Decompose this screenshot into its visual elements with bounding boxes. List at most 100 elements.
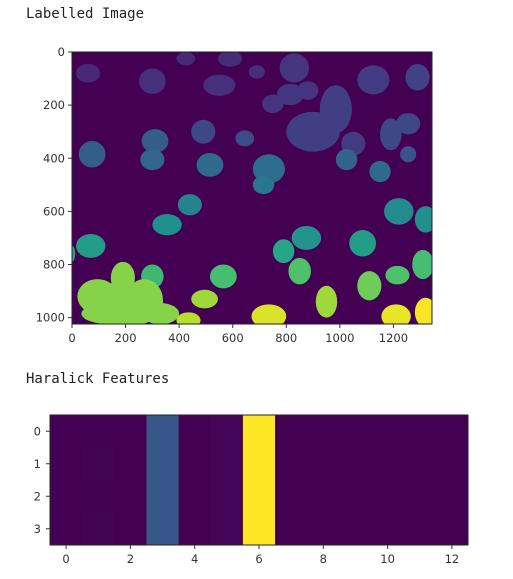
feature-cell: [436, 415, 469, 448]
labelled-region: [357, 65, 389, 94]
labelled-region: [336, 149, 357, 170]
feature-cell: [146, 448, 179, 481]
x-tick-label: 10: [380, 552, 395, 566]
y-tick-label: 0: [34, 424, 41, 438]
x-tick-label: 2: [127, 552, 134, 566]
feature-cell: [436, 480, 469, 513]
labelled-region: [249, 65, 265, 78]
haralick-features-cells: [50, 415, 469, 546]
x-tick-label: 800: [275, 331, 297, 345]
labelled-region: [218, 51, 242, 67]
labelled-region: [191, 290, 218, 309]
labelled-region: [197, 153, 224, 177]
feature-cell: [50, 415, 83, 448]
y-tick-label: 2: [34, 489, 41, 503]
labelled-image-plot: 0 200 400 600 800 1000 1200 0 200 400 600 800 1000: [36, 45, 437, 345]
labelled-region: [405, 64, 429, 91]
feature-cell: [404, 513, 437, 546]
feature-cell: [146, 513, 179, 546]
labelled-region: [253, 176, 274, 195]
labelled-region: [176, 312, 200, 328]
feature-cell: [243, 448, 276, 481]
feature-cell: [146, 480, 179, 513]
labelled-region: [140, 149, 164, 170]
x-tick-label: 4: [191, 552, 198, 566]
feature-cell: [179, 448, 212, 481]
feature-cell: [50, 480, 83, 513]
feature-cell: [307, 480, 340, 513]
feature-cell: [275, 415, 308, 448]
feature-cell: [404, 480, 437, 513]
labelled-image-x-axis: 0 200 400 600 800 1000 1200: [68, 324, 408, 345]
haralick-features-y-axis: 0 1 2 3: [34, 424, 50, 536]
feature-cell: [211, 480, 244, 513]
feature-cell: [372, 513, 405, 546]
feature-cell: [339, 513, 372, 546]
feature-cell: [114, 415, 147, 448]
feature-cell: [114, 448, 147, 481]
labelled-region: [349, 230, 376, 257]
feature-cell: [307, 513, 340, 546]
feature-cell: [275, 513, 308, 546]
x-tick-label: 6: [255, 552, 262, 566]
feature-cell: [372, 480, 405, 513]
feature-cell: [339, 415, 372, 448]
feature-cell: [211, 513, 244, 546]
labelled-region: [381, 304, 410, 328]
labelled-region: [273, 239, 294, 263]
labelled-region: [288, 258, 311, 285]
labelled-region: [178, 194, 202, 215]
labelled-region: [385, 266, 409, 285]
labelled-region: [280, 53, 309, 82]
labelled-region: [297, 81, 318, 100]
feature-cell: [82, 448, 115, 481]
x-tick-label: 12: [445, 552, 460, 566]
labelled-region: [412, 250, 433, 279]
labelled-region: [210, 265, 237, 289]
feature-cell: [243, 513, 276, 546]
feature-cell: [372, 448, 405, 481]
x-tick-label: 0: [62, 552, 69, 566]
labelled-region: [400, 146, 416, 162]
feature-cell: [179, 415, 212, 448]
feature-cell: [211, 448, 244, 481]
y-tick-label: 3: [34, 522, 41, 536]
feature-cell: [82, 480, 115, 513]
feature-cell: [50, 513, 83, 546]
labelled-region: [76, 234, 105, 258]
labelled-region: [235, 130, 254, 146]
labelled-region: [292, 226, 321, 250]
labelled-region: [251, 304, 286, 328]
labelled-region: [415, 206, 436, 233]
feature-cell: [114, 513, 147, 546]
y-tick-label: 800: [43, 258, 65, 272]
y-tick-label: 400: [43, 151, 65, 165]
feature-cell: [404, 415, 437, 448]
x-tick-label: 1200: [379, 331, 408, 345]
labelled-region: [369, 161, 390, 182]
y-tick-label: 1: [34, 457, 41, 471]
labelled-region: [142, 303, 180, 324]
labelled-region: [76, 64, 100, 83]
labelled-region: [79, 141, 106, 168]
x-tick-label: 400: [168, 331, 190, 345]
feature-cell: [243, 415, 276, 448]
haralick-features-x-axis: 0 2 4 6 8 10 12: [62, 545, 459, 566]
labelled-region: [191, 120, 215, 144]
x-tick-label: 200: [115, 331, 137, 345]
x-tick-label: 8: [320, 552, 327, 566]
feature-cell: [275, 448, 308, 481]
feature-cell: [339, 480, 372, 513]
labelled-region: [203, 75, 235, 96]
feature-cell: [436, 448, 469, 481]
feature-cell: [339, 448, 372, 481]
labelled-image-y-axis: 0 200 400 600 800 1000: [36, 45, 72, 325]
feature-cell: [211, 415, 244, 448]
feature-cell: [307, 448, 340, 481]
feature-cell: [372, 415, 405, 448]
y-tick-label: 0: [58, 45, 65, 59]
labelled-region: [415, 298, 436, 327]
labelled-region: [152, 214, 181, 235]
feature-cell: [50, 448, 83, 481]
